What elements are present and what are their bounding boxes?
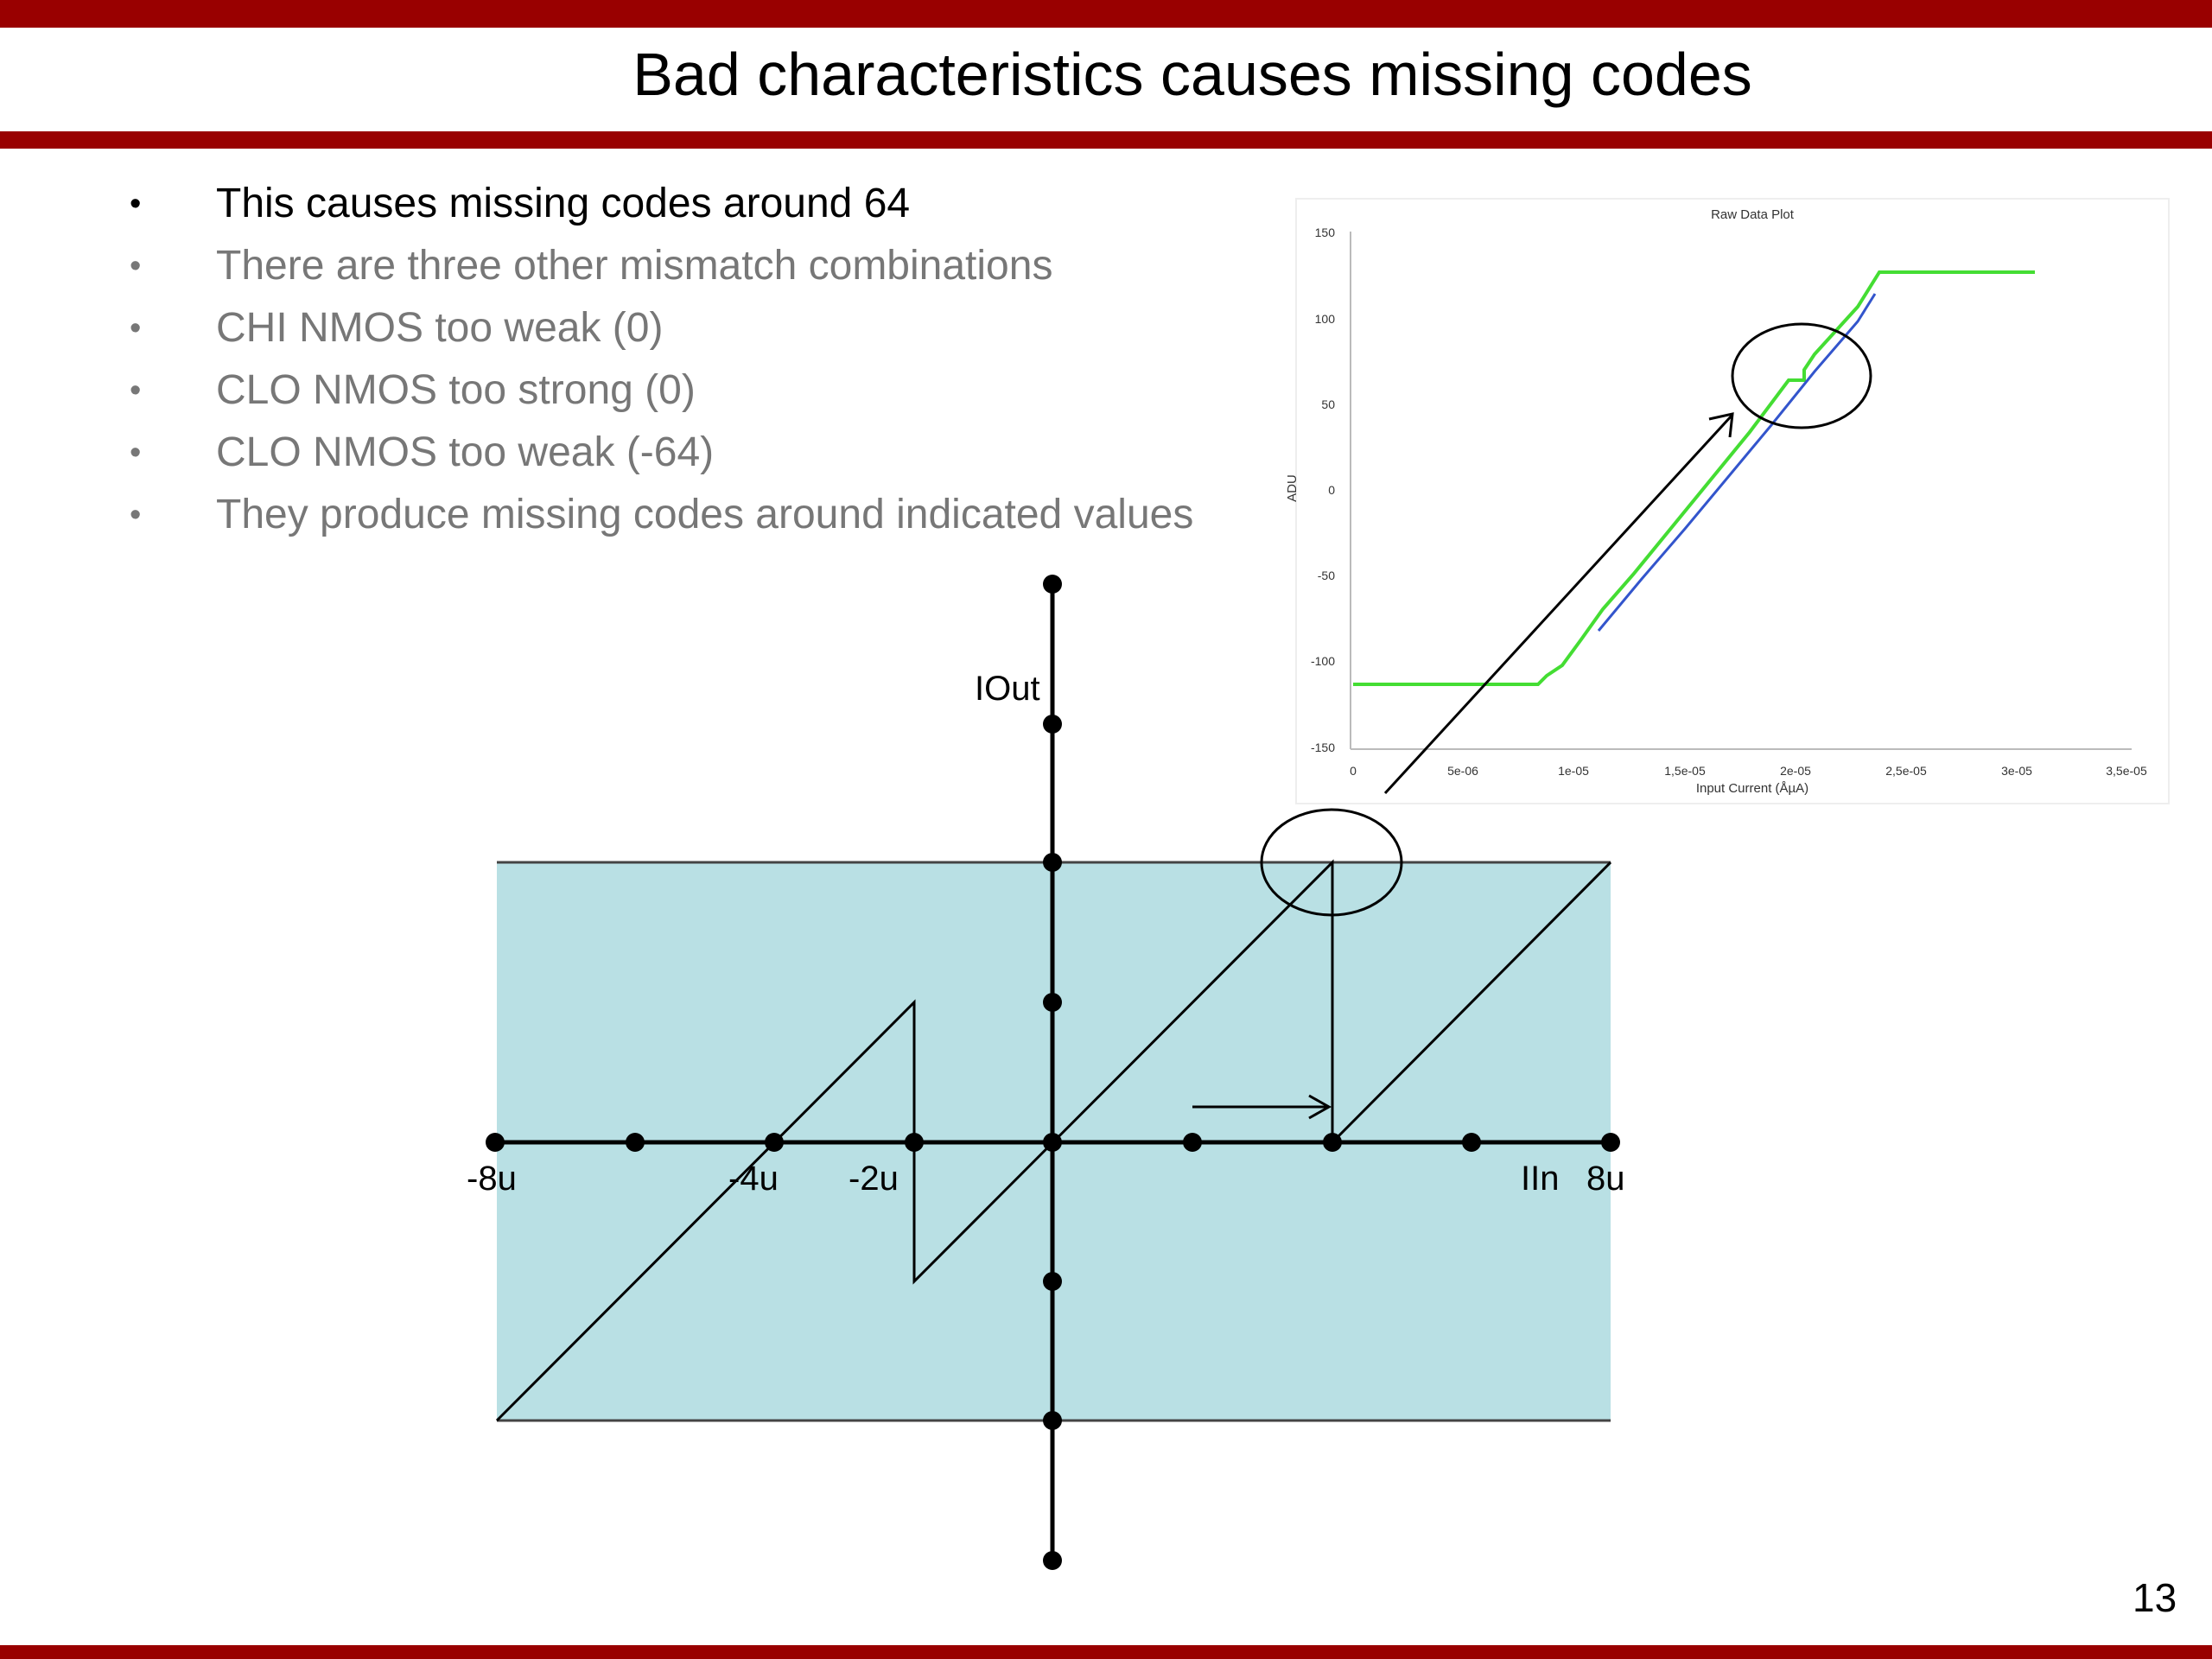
svg-text:-100: -100 xyxy=(1311,654,1335,668)
svg-text:150: 150 xyxy=(1315,226,1336,239)
x-tick-label: -8u xyxy=(467,1160,517,1198)
plot-x-label: Input Current (ÅµA) xyxy=(1696,781,1808,796)
svg-text:1e-05: 1e-05 xyxy=(1558,764,1589,778)
svg-text:50: 50 xyxy=(1321,397,1335,411)
x-tick-label: 8u xyxy=(1586,1160,1625,1198)
missing-code-ellipse xyxy=(1260,808,1403,917)
svg-text:-50: -50 xyxy=(1318,569,1335,582)
bottom-accent-bar xyxy=(0,1645,2212,1659)
title-underline-bar xyxy=(0,131,2212,149)
x-tick-label: -2u xyxy=(849,1160,899,1198)
svg-text:100: 100 xyxy=(1315,312,1336,326)
svg-text:1,5e-05: 1,5e-05 xyxy=(1664,764,1706,778)
svg-text:3,5e-05: 3,5e-05 xyxy=(2106,764,2147,778)
plot-green-curve xyxy=(1353,270,2035,686)
top-accent-bar xyxy=(0,0,2212,28)
shift-arrow-head xyxy=(1308,1094,1332,1120)
transfer-curve xyxy=(495,859,1612,1422)
pointer-arrow-head xyxy=(1708,412,1734,438)
svg-text:2e-05: 2e-05 xyxy=(1780,764,1811,778)
plot-y-ticks: 150 100 50 0 -50 -100 -150 xyxy=(1311,226,1335,754)
pointer-arrow xyxy=(1383,413,1734,795)
slide-title: Bad characteristics causes missing codes xyxy=(632,41,1752,108)
plot-x-ticks: 0 5e-06 1e-05 1,5e-05 2e-05 2,5e-05 3e-0… xyxy=(1350,764,2147,778)
y-axis-label: IOut xyxy=(975,670,1040,708)
svg-text:-150: -150 xyxy=(1311,741,1335,754)
x-axis-dots xyxy=(486,1133,1620,1152)
svg-text:0: 0 xyxy=(1350,764,1357,778)
x-axis-label: IIn xyxy=(1521,1160,1559,1198)
plot-title: Raw Data Plot xyxy=(1711,207,1795,222)
page-number: 13 xyxy=(2133,1575,2177,1620)
plot-y-label: ADU xyxy=(1285,474,1300,502)
svg-text:0: 0 xyxy=(1328,483,1335,497)
svg-text:3e-05: 3e-05 xyxy=(2001,764,2032,778)
svg-text:2,5e-05: 2,5e-05 xyxy=(1885,764,1927,778)
x-tick-label: -4u xyxy=(728,1160,779,1198)
plot-frame xyxy=(1295,198,2170,804)
y-axis-dots xyxy=(1043,575,1062,1570)
svg-text:5e-06: 5e-06 xyxy=(1447,764,1478,778)
plot-blue-curve xyxy=(1597,293,1877,632)
plot-highlight-ellipse xyxy=(1731,322,1872,429)
